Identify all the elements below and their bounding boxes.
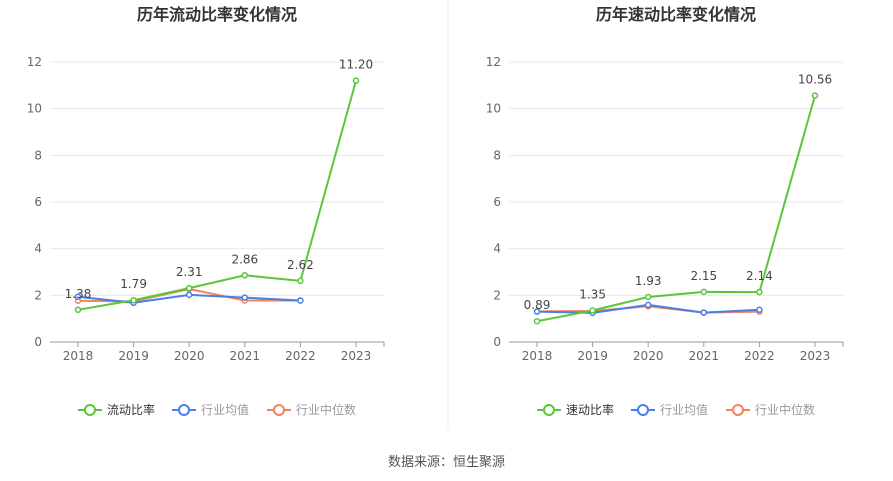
y-tick-label: 2 <box>34 288 42 302</box>
y-tick-label: 12 <box>486 55 501 69</box>
data-point <box>756 306 763 314</box>
data-point <box>130 296 137 304</box>
y-tick-label: 2 <box>493 288 501 302</box>
legend-marker[interactable] <box>732 404 744 416</box>
x-tick-label: 2022 <box>744 349 775 363</box>
x-tick-label: 2019 <box>118 349 149 363</box>
x-tick-label: 2021 <box>230 349 261 363</box>
data-point <box>756 288 763 296</box>
data-point <box>700 288 708 296</box>
data-point <box>74 293 82 300</box>
data-label: 1.38 <box>65 287 92 301</box>
legend-marker[interactable] <box>543 404 555 416</box>
legend-marker[interactable] <box>84 404 96 416</box>
series-line <box>77 80 357 311</box>
data-label: 0.89 <box>524 298 551 312</box>
y-tick-label: 0 <box>34 335 42 349</box>
data-label: 2.15 <box>690 269 717 283</box>
data-point <box>644 293 652 301</box>
y-tick-label: 4 <box>34 242 42 256</box>
x-tick-label: 2020 <box>633 349 664 363</box>
y-tick-label: 12 <box>27 55 42 69</box>
x-tick-label: 2022 <box>285 349 316 363</box>
data-point <box>74 306 82 314</box>
source-note: 数据来源：恒生聚源 <box>387 455 505 470</box>
legend-label[interactable]: 行业中位数 <box>755 402 815 417</box>
legend-marker[interactable] <box>178 404 190 416</box>
data-label: 1.79 <box>120 277 147 291</box>
legend-label[interactable]: 流动比率 <box>107 402 155 417</box>
data-point <box>533 317 541 325</box>
data-point <box>185 291 193 299</box>
data-point <box>700 309 708 316</box>
data-label: 2.62 <box>287 258 314 272</box>
data-point <box>811 92 819 99</box>
data-point <box>185 284 193 292</box>
legend-marker[interactable] <box>637 404 649 416</box>
data-label: 2.86 <box>231 252 258 266</box>
data-label: 10.56 <box>798 73 832 87</box>
x-tick-label: 2023 <box>800 349 831 363</box>
data-point <box>297 297 304 304</box>
data-label: 2.14 <box>746 269 773 283</box>
chart-title: 历年流动比率变化情况 <box>137 5 297 24</box>
x-tick-label: 2021 <box>689 349 720 363</box>
legend-label[interactable]: 行业均值 <box>660 402 708 417</box>
y-tick-label: 8 <box>34 148 42 162</box>
legend-marker[interactable] <box>273 404 285 416</box>
data-point <box>241 294 249 301</box>
legend-label[interactable]: 行业中位数 <box>296 402 356 417</box>
x-tick-label: 2020 <box>174 349 205 363</box>
data-label: 1.35 <box>579 288 606 302</box>
data-point <box>533 308 541 315</box>
x-tick-label: 2019 <box>577 349 608 363</box>
y-tick-label: 10 <box>486 102 501 116</box>
y-tick-label: 6 <box>493 195 501 209</box>
x-tick-label: 2018 <box>63 349 94 363</box>
y-tick-label: 0 <box>493 335 501 349</box>
data-label: 1.93 <box>635 274 662 288</box>
x-tick-label: 2018 <box>522 349 553 363</box>
data-point <box>589 307 596 314</box>
y-tick-label: 10 <box>27 102 42 116</box>
chart-title: 历年速动比率变化情况 <box>596 5 756 24</box>
data-point <box>352 77 360 84</box>
legend-label[interactable]: 速动比率 <box>566 402 614 417</box>
y-tick-label: 8 <box>493 148 501 162</box>
series-line <box>536 95 816 323</box>
legend-label[interactable]: 行业均值 <box>201 402 249 417</box>
data-point <box>241 272 249 279</box>
y-tick-label: 6 <box>34 195 42 209</box>
data-point <box>644 301 652 309</box>
y-tick-label: 4 <box>493 242 501 256</box>
data-label: 2.31 <box>176 265 203 279</box>
x-tick-label: 2023 <box>341 349 372 363</box>
data-label: 11.20 <box>339 58 373 72</box>
data-point <box>297 277 304 285</box>
